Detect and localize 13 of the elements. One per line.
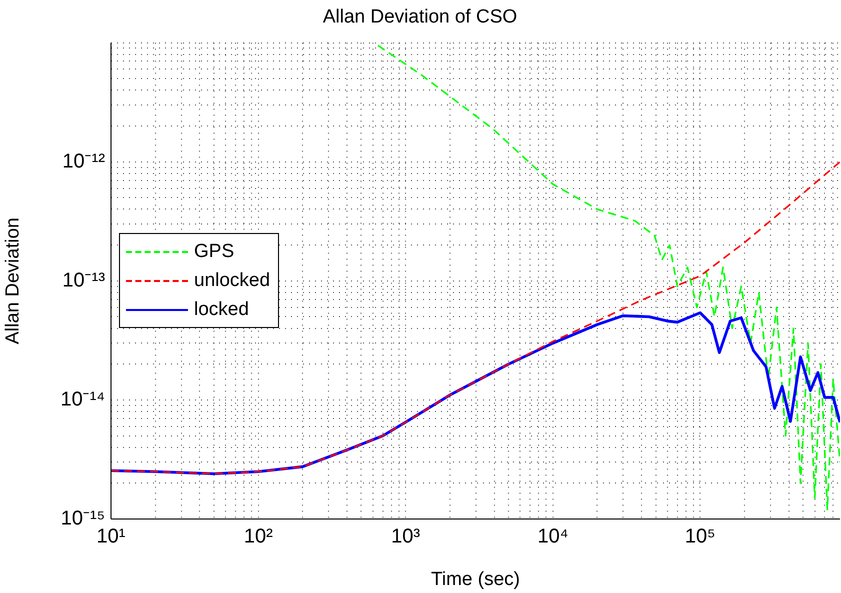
chart-title: Allan Deviation of CSO [322, 6, 518, 28]
legend-label: locked [194, 298, 249, 322]
x-axis-title: Time (sec) [430, 568, 520, 590]
y-tick-label: 10⁻¹² [62, 150, 106, 172]
x-tick-label: 10⁴ [537, 526, 568, 548]
y-axis-title: Allan Deviation [2, 218, 24, 344]
y-tick-label: 10⁻¹⁴ [60, 388, 105, 410]
legend-label: GPS [194, 240, 234, 264]
x-tick-label: 10² [244, 526, 274, 548]
y-tick-label: 10⁻¹³ [62, 269, 106, 292]
x-tick-label: 10³ [391, 526, 420, 548]
legend-label: unlocked [194, 269, 270, 294]
x-tick-label: 10⁵ [684, 526, 716, 548]
